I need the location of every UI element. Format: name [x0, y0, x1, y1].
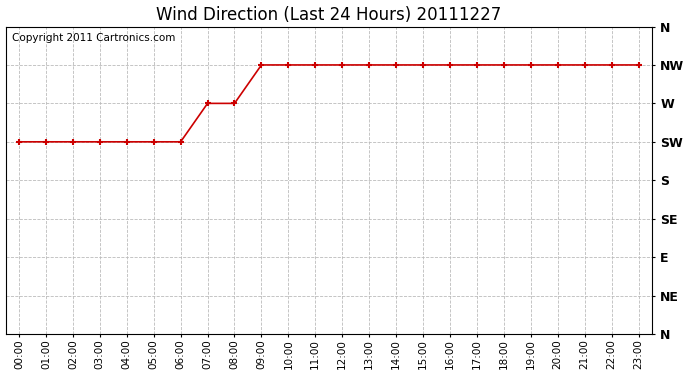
Title: Wind Direction (Last 24 Hours) 20111227: Wind Direction (Last 24 Hours) 20111227: [156, 6, 502, 24]
Text: Copyright 2011 Cartronics.com: Copyright 2011 Cartronics.com: [12, 33, 175, 43]
